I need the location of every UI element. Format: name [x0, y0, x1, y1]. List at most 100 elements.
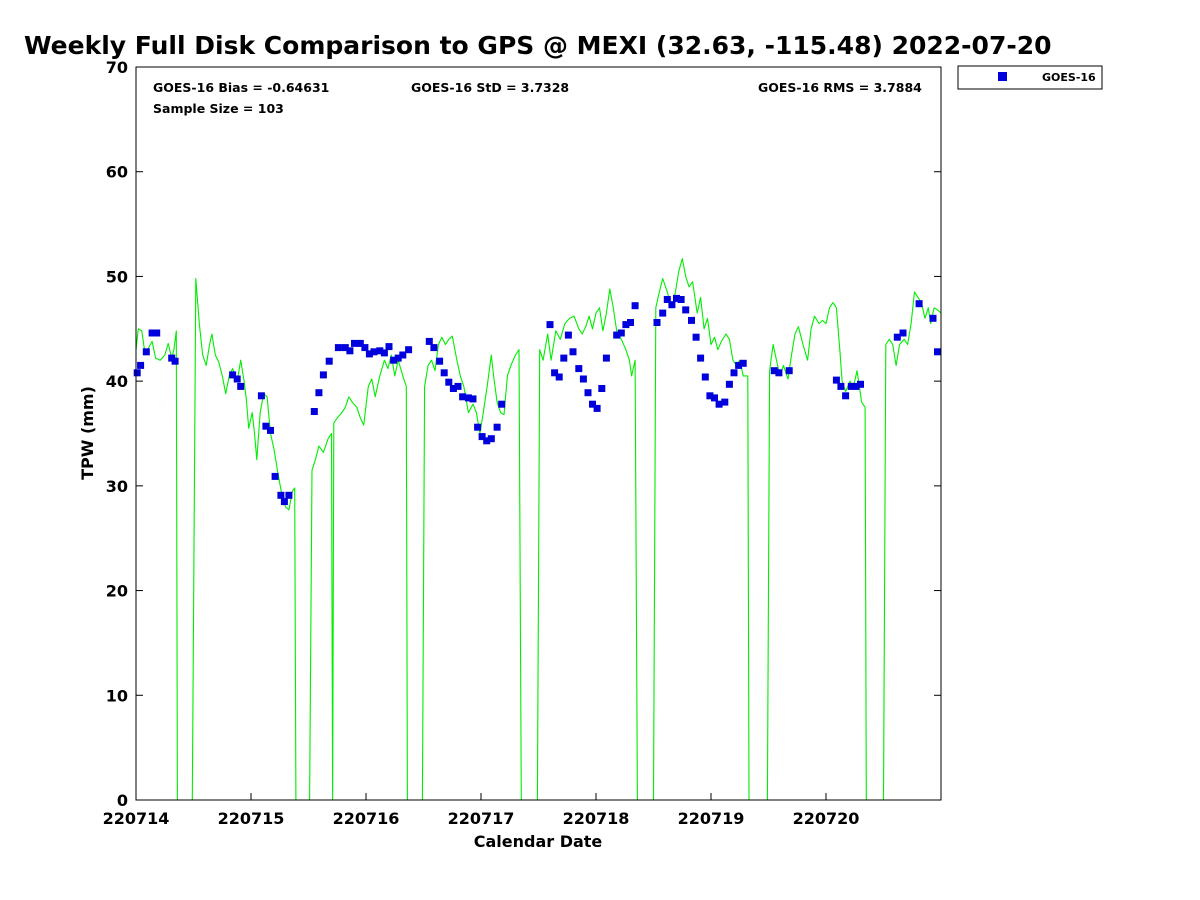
goes-16-point [493, 423, 501, 431]
goes-16-point [445, 378, 453, 386]
goes-16-point [277, 491, 285, 499]
goes-16-point [280, 498, 288, 506]
goes-16-point [233, 375, 241, 383]
goes-16-point [440, 369, 448, 377]
gps-line-segment [536, 288, 638, 801]
gps-line-segment [652, 258, 750, 801]
legend-label-goes-16: GOES-16 [1042, 71, 1096, 84]
gps-line-segment [882, 291, 942, 801]
goes-16-point [376, 347, 384, 355]
goes-16-point [153, 329, 161, 337]
goes-16-point [688, 316, 695, 324]
goes-16-point [142, 348, 150, 356]
goes-16-point [469, 395, 477, 403]
y-tick-label: 50 [106, 267, 128, 286]
goes-16-point [498, 400, 506, 408]
goes-16-point [598, 385, 606, 392]
goes-16-point [394, 354, 402, 362]
goes-16-point [711, 394, 718, 402]
x-tick-label: 220719 [678, 809, 745, 828]
goes-16-point [310, 408, 318, 415]
legend-box [957, 65, 1103, 90]
goes-16-point [579, 375, 587, 383]
goes-16-point [436, 357, 444, 365]
goes-16-point [929, 314, 937, 322]
gps-line-segment [135, 328, 178, 801]
goes-16-point [365, 350, 373, 358]
goes-16-point [262, 422, 270, 430]
goes-16-point [697, 354, 705, 362]
goes-16-point [893, 333, 901, 341]
goes-16-point [631, 302, 639, 310]
goes-16-point [385, 343, 393, 351]
goes-16-point [659, 309, 667, 317]
goes-16-point [257, 392, 265, 400]
goes-16-point [325, 357, 333, 365]
goes-16-point [449, 385, 457, 392]
goes-16-point [370, 348, 378, 356]
goes-16-point [602, 354, 610, 362]
goes-16-point [857, 380, 864, 388]
y-tick-label: 40 [106, 372, 128, 391]
x-tick-label: 220718 [563, 809, 630, 828]
goes-16-point [832, 376, 840, 384]
goes-16-point [589, 400, 596, 408]
goes-16-point [682, 306, 690, 314]
gps-line-segment [191, 277, 297, 801]
goes-16-point [315, 389, 323, 397]
goes-16-point [171, 357, 179, 365]
bias-stat: GOES-16 Bias = -0.64631 [153, 80, 329, 95]
goes-16-point [487, 435, 495, 443]
goes-16-point [361, 344, 369, 352]
goes-16-scatter-series [133, 294, 941, 506]
x-axis-ticks: 220714 220715 220716 220717 220718 220719 2207… [103, 793, 860, 828]
goes-16-point [569, 348, 577, 356]
goes-16-point [653, 319, 661, 326]
goes-16-point [692, 333, 700, 341]
goes-16-point [478, 433, 486, 441]
goes-16-point [627, 319, 634, 326]
y-axis-label: TPW (mm) [78, 386, 97, 480]
goes-16-point [934, 348, 941, 356]
y-tick-label: 20 [106, 582, 128, 601]
x-tick-label: 220716 [333, 809, 400, 828]
y-tick-label: 60 [106, 163, 128, 182]
y-tick-label: 0 [117, 791, 128, 810]
goes-16-point [229, 371, 237, 379]
goes-16-point [613, 331, 621, 339]
goes-16-point [137, 361, 145, 369]
goes-16-point [346, 347, 354, 355]
legend: GOES-16 [957, 65, 1103, 90]
goes-16-point [564, 331, 572, 339]
y-tick-label: 70 [106, 58, 128, 77]
legend-marker-goes-16 [998, 72, 1007, 81]
y-tick-label: 30 [106, 477, 128, 496]
goes-16-point [334, 344, 342, 352]
goes-16-point [319, 371, 327, 379]
goes-16-point [775, 369, 783, 377]
gps-line-segment [766, 302, 867, 801]
goes-16-point [425, 337, 433, 345]
goes-16-point [459, 393, 467, 401]
goes-16-point [430, 344, 438, 352]
goes-16-point [677, 296, 685, 303]
goes-16-point [351, 339, 358, 347]
chart-title: Weekly Full Disk Comparison to GPS @ MEX… [24, 31, 1052, 60]
x-tick-label: 220714 [103, 809, 170, 828]
x-tick-label: 220720 [793, 809, 860, 828]
goes-16-point [133, 369, 141, 377]
goes-16-point [673, 294, 680, 302]
goes-16-point [380, 349, 388, 357]
goes-16-point [584, 389, 592, 397]
goes-16-point [715, 400, 723, 408]
goes-16-point [852, 382, 860, 390]
x-tick-label: 220715 [218, 809, 285, 828]
goes-16-point [915, 300, 923, 308]
goes-16-point [842, 392, 850, 400]
goes-16-point [617, 329, 625, 337]
goes-16-point [725, 380, 733, 388]
goes-16-point [271, 472, 279, 480]
goes-16-point [237, 382, 245, 390]
goes-16-point [837, 382, 845, 390]
